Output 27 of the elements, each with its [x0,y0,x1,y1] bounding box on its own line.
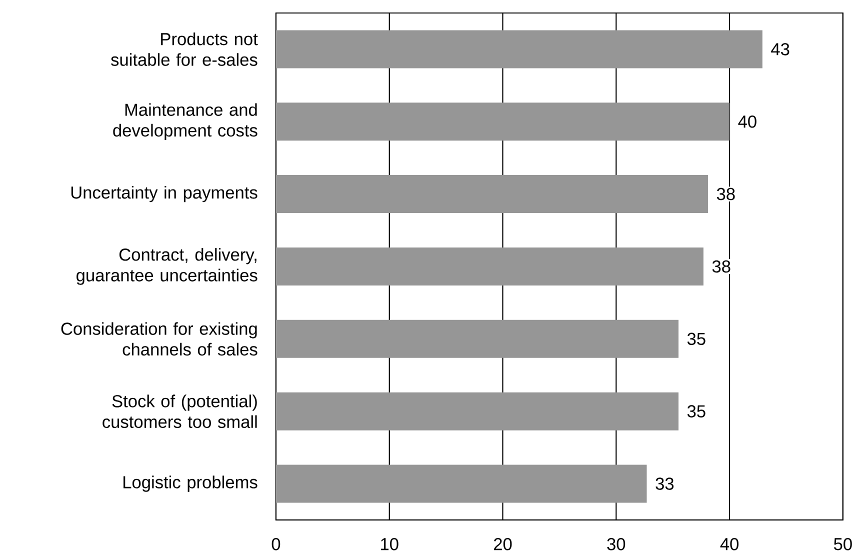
y-tick-label: Consideration for existing channels of sales [61,322,258,356]
y-tick-label: Logistic problems [124,476,258,492]
bar [276,102,730,141]
bar [276,248,704,286]
data-label: 40 [738,116,756,128]
x-tick-label: 30 [607,538,626,550]
y-tick-label: Stock of (potential) customers too small [102,394,257,428]
x-tick-label: 40 [720,538,738,550]
bar [276,392,679,430]
y-tick-label: Maintenance and development costs [113,103,258,140]
y-tick-label: Contract, delivery, guarantee uncertainties [76,248,258,285]
x-tick-label: 10 [381,538,398,550]
bar [276,30,762,68]
data-label: 35 [687,405,706,418]
data-label: 38 [712,260,730,273]
y-tick-label: Uncertainty in payments [71,186,258,202]
bar [276,320,679,358]
y-tick-label: Products not suitable for e-sales [111,32,258,66]
x-tick-label: 0 [272,538,280,550]
data-label: 38 [716,188,735,200]
x-tick-label: 20 [494,538,512,550]
data-label: 43 [771,43,790,56]
bar [276,175,708,214]
data-label: 35 [687,332,706,346]
x-tick-label: 50 [834,538,852,550]
bar [276,464,647,503]
data-label: 33 [656,478,674,490]
